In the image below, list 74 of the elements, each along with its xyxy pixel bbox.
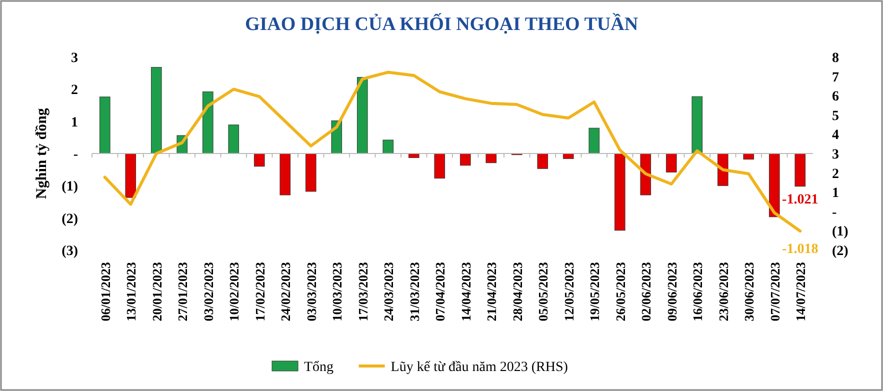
data-label: -1.018 <box>782 242 818 258</box>
y2-tick-label: 3 <box>832 148 839 162</box>
x-tick-label: 07/07/2023 <box>767 262 782 322</box>
x-tick-label: 21/04/2023 <box>484 262 500 322</box>
x-tick-label: 12/05/2023 <box>561 262 576 322</box>
x-tick-label: 06/01/2023 <box>98 262 113 322</box>
x-tick-label: 14/07/2023 <box>793 262 808 322</box>
x-tick-label: 03/02/2023 <box>200 262 216 322</box>
y2-tick-label: - <box>832 205 837 220</box>
x-tick-label: 10/03/2023 <box>330 262 345 322</box>
y-tick-label: (2) <box>62 212 78 227</box>
legend-label: Tổng <box>304 360 334 375</box>
x-tick-label: 17/02/2023 <box>252 262 268 322</box>
y2-tick-label: (1) <box>832 224 849 240</box>
x-tick-label: 28/04/2023 <box>510 262 525 322</box>
bar <box>356 77 368 154</box>
x-tick-label: 17/03/2023 <box>355 262 370 322</box>
x-tick-label: 10/02/2023 <box>226 262 242 322</box>
y-tick-label: 3 <box>71 51 78 66</box>
x-tick-label: 14/04/2023 <box>458 262 474 322</box>
bar <box>640 153 652 196</box>
bar <box>305 153 316 192</box>
bar <box>486 153 497 164</box>
x-tick-label: 02/06/2023 <box>638 262 654 322</box>
x-tick-label: 24/03/2023 <box>381 262 396 322</box>
bar <box>768 153 780 218</box>
x-tick-label: 09/06/2023 <box>664 262 680 322</box>
bar <box>692 96 703 154</box>
y2-tick-label: (2) <box>832 244 849 259</box>
bar <box>562 153 574 159</box>
x-tick-label: 20/01/2023 <box>149 262 164 322</box>
y2-tick-label: 7 <box>832 70 839 86</box>
y2-tick-label: 8 <box>832 51 839 66</box>
x-tick-label: 27/01/2023 <box>175 262 190 322</box>
bar <box>382 140 394 154</box>
bar <box>537 153 548 169</box>
bar <box>434 153 446 179</box>
chart-title: GIAO DỊCH CỦA KHỐI NGOẠI THEO TUẦN <box>244 13 638 35</box>
x-tick-label: 05/05/2023 <box>536 262 551 322</box>
bar <box>280 153 291 196</box>
bar <box>794 153 806 187</box>
y2-tick-label: 2 <box>832 166 839 182</box>
x-tick-label: 30/06/2023 <box>742 262 757 322</box>
bar <box>99 96 110 154</box>
bar <box>202 91 214 154</box>
bar <box>254 153 265 167</box>
y-axis-title: Nghin tỷ đồng <box>34 108 50 199</box>
x-tick-label: 16/06/2023 <box>690 262 706 322</box>
bar <box>125 153 136 198</box>
y2-tick-label: 1 <box>832 186 839 202</box>
x-tick-label: 31/03/2023 <box>406 262 422 322</box>
bar <box>460 153 471 166</box>
bar <box>666 153 677 172</box>
y-tick-label: (1) <box>62 180 78 195</box>
legend-label: Lũy kế từ đầu năm 2023 (RHS) <box>390 360 568 375</box>
bar <box>228 124 240 154</box>
x-tick-label: 13/01/2023 <box>124 262 139 322</box>
y-tick-label: - <box>73 148 78 162</box>
x-tick-label: 23/06/2023 <box>716 262 731 322</box>
y-tick-label: 1 <box>71 115 78 130</box>
x-tick-label: 19/05/2023 <box>587 262 602 322</box>
x-tick-label: 24/02/2023 <box>278 262 294 322</box>
bar <box>588 128 600 154</box>
x-tick-label: 07/04/2023 <box>432 262 448 322</box>
data-label: -1.021 <box>782 192 818 208</box>
y-tick-label: (3) <box>62 244 78 259</box>
x-tick-label: 26/05/2023 <box>612 262 628 322</box>
y2-tick-label: 4 <box>832 128 839 144</box>
y2-tick-label: 6 <box>832 90 839 105</box>
y-tick-label: 2 <box>71 83 78 98</box>
x-tick-label: 03/03/2023 <box>304 262 319 322</box>
bar <box>614 153 626 231</box>
bar <box>150 67 162 154</box>
y2-tick-label: 5 <box>832 108 839 124</box>
